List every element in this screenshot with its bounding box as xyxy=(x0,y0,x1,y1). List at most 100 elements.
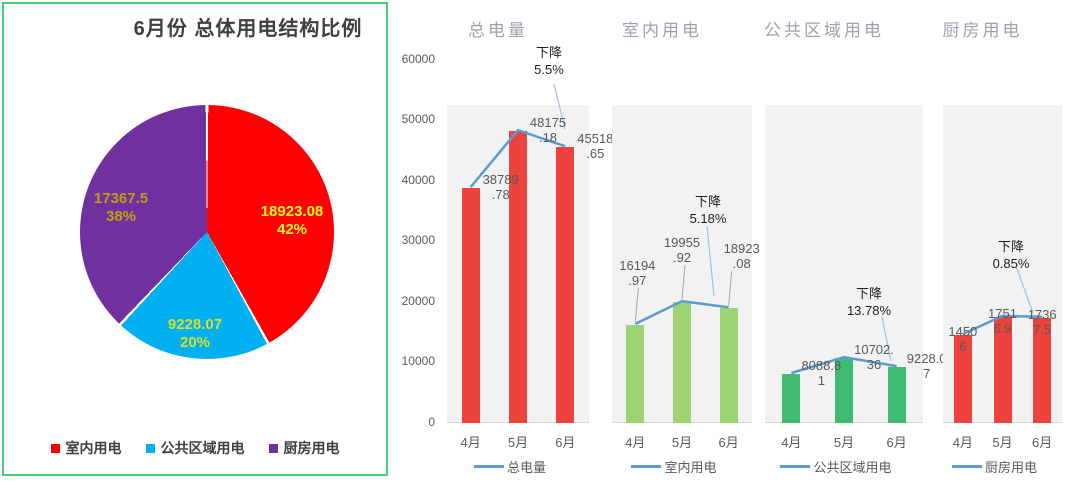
legend-label: 室内用电 xyxy=(664,460,717,475)
y-axis-tick: 10000 xyxy=(401,354,435,369)
x-axis-label: 6月 xyxy=(886,435,907,450)
pie-slice-percent: 20% xyxy=(179,334,211,351)
bar xyxy=(782,374,801,423)
value-label-line1: 8088.8 xyxy=(801,358,842,373)
legend-line-icon xyxy=(473,465,504,468)
value-label-line2: .78 xyxy=(491,187,510,203)
bar xyxy=(1033,317,1052,423)
value-label-line1: 19955 xyxy=(663,235,701,251)
pie-chart-panel: 6月份 总体用电结构比例 室内用电 公共区域用电 厨房用电 18923.08 42% 9… xyxy=(2,2,388,476)
annotation: 下降 5.5% xyxy=(504,44,594,78)
bar xyxy=(509,131,527,423)
annotation-line1: 下降 xyxy=(694,194,721,209)
bar xyxy=(461,188,480,423)
value-label-line2: .97 xyxy=(628,272,647,288)
x-axis-label: 6月 xyxy=(718,435,739,450)
value-label-line1: 1736 xyxy=(1027,306,1057,322)
x-axis-label: 4月 xyxy=(625,435,646,450)
pie-legend-item: 室内用电 xyxy=(50,438,122,458)
chart-title: 总电量 xyxy=(468,21,528,40)
value-label-line1: 1751 xyxy=(988,305,1017,321)
value-label-line1: 48175 xyxy=(529,115,567,131)
value-label-line2: 36 xyxy=(866,357,882,373)
value-label: 18923.08 xyxy=(712,241,772,271)
pie-chart-title: 6月份 总体用电结构比例 xyxy=(133,18,363,40)
x-axis-label: 4月 xyxy=(952,435,973,450)
pie-legend-item: 公共区域用电 xyxy=(145,438,245,458)
annotation: 下降 0.85% xyxy=(966,238,1056,272)
legend-swatch-icon xyxy=(50,443,60,453)
y-axis-tick: 50000 xyxy=(401,112,435,127)
value-label: 1450 6 xyxy=(938,324,988,354)
chart-title: 公共区域用电 xyxy=(764,21,884,40)
annotation: 下降 13.78% xyxy=(824,285,914,319)
value-label: 1736 7.5 xyxy=(1017,307,1067,337)
value-label-line2: 6.9 xyxy=(993,320,1012,336)
y-axis-tick: 60000 xyxy=(401,51,435,66)
legend-label: 厨房用电 xyxy=(984,460,1037,475)
pie-legend-item: 厨房用电 xyxy=(268,438,340,458)
annotation: 下降 5.18% xyxy=(663,193,753,227)
x-axis-label: 6月 xyxy=(555,435,576,450)
pie-chart xyxy=(80,105,334,359)
legend-line-icon xyxy=(951,465,982,468)
annotation-line2: 13.78% xyxy=(846,303,892,318)
y-axis-tick: 30000 xyxy=(401,233,435,248)
legend-line-icon xyxy=(631,465,662,468)
legend-label: 公共区域用电 xyxy=(160,440,245,456)
chart-legend: 室内用电 xyxy=(604,457,744,476)
x-axis-label: 5月 xyxy=(507,435,529,450)
value-label-line2: .65 xyxy=(586,146,605,162)
chart-title: 室内用电 xyxy=(622,21,702,40)
value-label: 10702. 36 xyxy=(848,342,900,372)
x-axis-label: 4月 xyxy=(781,435,802,450)
mini-chart: 总电量 4月 5月 6月 38789.78 48175.18 45518.65 0 10000 2… xyxy=(398,0,614,483)
value-label-line2: .92 xyxy=(672,250,692,266)
pie-slice-value: 18923.08 xyxy=(260,203,324,220)
mini-chart: 公共区域用电 4月 5月 6月 8088.8 1 10702. 36 9228.0 7 下降 13.7… xyxy=(758,0,947,483)
mini-chart: 室内用电 4月 5月 6月 16194.97 19955.92 18923.08 下降 5.18… xyxy=(608,0,760,483)
legend-label: 总电量 xyxy=(506,460,546,475)
pie-legend: 室内用电 公共区域用电 厨房用电 xyxy=(4,438,386,458)
legend-swatch-icon xyxy=(268,443,278,453)
value-label-line1: 1450 xyxy=(948,324,978,340)
value-label-line2: .18 xyxy=(538,130,558,146)
pie-slice-label: 9228.07 20% xyxy=(125,316,265,352)
y-axis-tick: 0 xyxy=(428,415,435,429)
legend-label: 厨房用电 xyxy=(283,440,340,456)
value-label: 48175.18 xyxy=(522,115,574,145)
value-label: 19955.92 xyxy=(652,235,712,265)
value-label-line2: 6 xyxy=(959,339,967,355)
x-axis-label: 5月 xyxy=(992,435,1013,450)
legend-label: 公共区域用电 xyxy=(813,460,892,475)
x-axis-label: 5月 xyxy=(671,435,693,450)
value-label-line2: .08 xyxy=(732,256,751,272)
value-label: 45518.65 xyxy=(569,131,621,161)
legend-line-icon xyxy=(780,465,811,468)
bar xyxy=(953,335,972,423)
bar xyxy=(887,367,906,423)
bar xyxy=(673,302,691,423)
x-axis-label: 5月 xyxy=(833,435,855,450)
value-label: 8088.8 1 xyxy=(795,358,847,388)
x-axis-label: 4月 xyxy=(460,435,481,450)
value-label-line2: 7 xyxy=(923,366,931,382)
value-label-line1: 16194 xyxy=(619,257,656,273)
y-axis-tick: 40000 xyxy=(401,172,435,187)
chart-legend: 厨房用电 xyxy=(935,457,1054,476)
bar xyxy=(556,147,575,423)
pie-slice-value: 17367.5 xyxy=(93,190,149,207)
value-label-line1: 10702. xyxy=(854,342,894,358)
annotation-line2: 0.85% xyxy=(992,256,1030,271)
bar xyxy=(835,358,853,423)
value-label: 9228.0 7 xyxy=(901,351,953,381)
bar xyxy=(993,316,1012,423)
bar xyxy=(719,308,738,423)
annotation-line1: 下降 xyxy=(997,239,1024,254)
pie-slice-label: 18923.08 42% xyxy=(222,203,362,239)
mini-chart: 厨房用电 4月 5月 6月 1450 6 1751 6.9 1736 7.5 下降 0.85% 厨房用电 xyxy=(932,0,1080,483)
annotation-line2: 5.18% xyxy=(689,211,727,226)
bar xyxy=(626,324,645,423)
pie-slice-label: 17367.5 38% xyxy=(51,190,191,226)
